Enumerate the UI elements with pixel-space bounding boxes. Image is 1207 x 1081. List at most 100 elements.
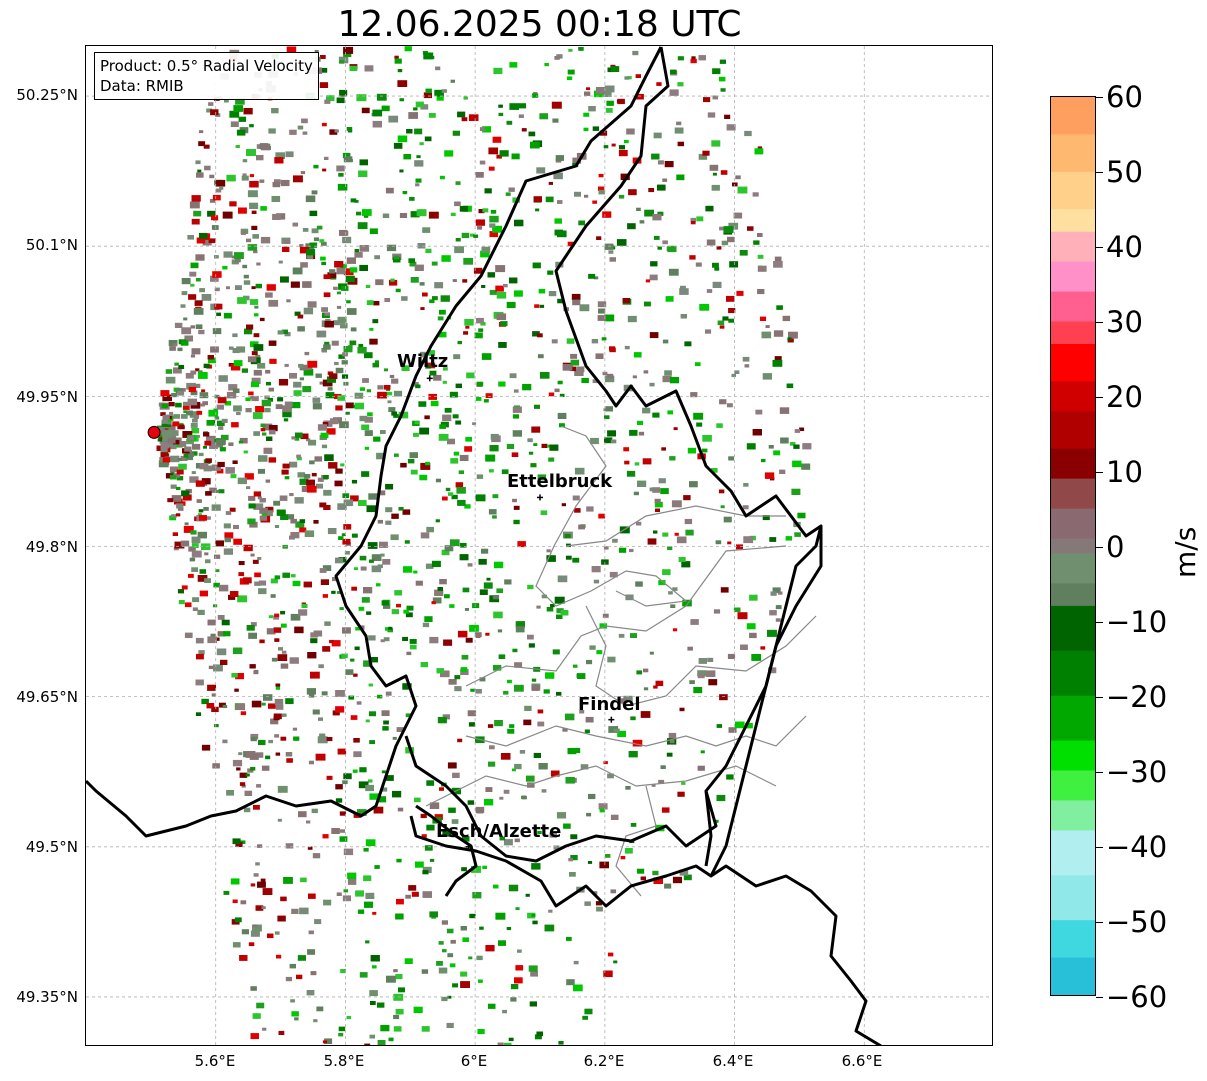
velocity-echo — [595, 901, 602, 906]
velocity-echo — [297, 472, 306, 478]
velocity-echo — [405, 612, 413, 618]
velocity-echo — [469, 913, 476, 919]
velocity-echo — [331, 640, 341, 647]
velocity-echo — [248, 632, 257, 639]
velocity-echo — [657, 211, 664, 216]
velocity-echo — [299, 364, 308, 371]
velocity-echo — [319, 82, 329, 88]
velocity-echo — [654, 501, 663, 508]
velocity-echo — [301, 118, 308, 124]
velocity-echo — [271, 657, 278, 662]
velocity-echo — [238, 561, 245, 566]
velocity-echo — [665, 296, 674, 302]
velocity-echo — [768, 445, 774, 449]
velocity-echo — [525, 775, 535, 782]
velocity-echo — [569, 366, 577, 372]
velocity-echo — [353, 751, 362, 758]
velocity-echo — [316, 225, 323, 230]
velocity-echo — [353, 673, 358, 677]
velocity-echo — [294, 1017, 299, 1021]
velocity-echo — [577, 673, 586, 679]
velocity-echo — [420, 813, 427, 819]
velocity-echo — [396, 727, 404, 732]
velocity-echo — [268, 429, 276, 435]
velocity-echo — [304, 530, 315, 537]
lat-label: 49.35°N — [16, 988, 78, 1006]
velocity-echo — [326, 376, 336, 383]
velocity-echo — [513, 290, 523, 297]
velocity-echo — [361, 471, 370, 477]
velocity-echo — [349, 340, 357, 346]
radar-map[interactable] — [85, 45, 993, 1046]
velocity-echo — [282, 246, 290, 252]
velocity-echo — [596, 650, 603, 655]
velocity-echo — [232, 759, 243, 767]
velocity-echo — [230, 363, 241, 371]
velocity-echo — [461, 654, 469, 660]
velocity-echo — [445, 487, 451, 491]
velocity-echo — [208, 102, 214, 106]
velocity-echo — [548, 457, 555, 462]
velocity-echo — [468, 956, 473, 960]
velocity-echo — [613, 728, 620, 733]
velocity-echo — [438, 331, 447, 338]
velocity-echo — [496, 154, 502, 159]
velocity-echo — [290, 574, 296, 578]
velocity-echo — [299, 246, 310, 254]
velocity-echo — [514, 662, 523, 668]
velocity-echo — [395, 913, 404, 920]
velocity-echo — [434, 282, 444, 289]
colorbar-unit-label: m/s — [1169, 526, 1202, 578]
velocity-echo — [649, 332, 659, 339]
colorbar-tick-label: 10 — [1106, 455, 1143, 489]
velocity-echo — [335, 690, 345, 697]
velocity-echo — [677, 56, 684, 61]
colorbar-tick-label: 50 — [1106, 155, 1143, 189]
velocity-echo — [489, 289, 497, 295]
velocity-echo — [265, 369, 271, 374]
velocity-echo — [667, 410, 674, 415]
velocity-echo — [199, 232, 208, 239]
velocity-echo — [452, 772, 460, 778]
velocity-echo — [309, 242, 318, 248]
velocity-echo — [303, 307, 314, 315]
velocity-echo — [331, 828, 340, 834]
velocity-echo — [404, 958, 413, 964]
velocity-echo — [765, 325, 770, 328]
velocity-echo — [605, 406, 613, 412]
velocity-echo — [554, 388, 560, 393]
velocity-echo — [534, 304, 540, 308]
velocity-echo — [565, 555, 572, 560]
velocity-echo — [332, 710, 340, 716]
velocity-echo — [191, 543, 199, 548]
velocity-echo — [174, 322, 183, 328]
velocity-echo — [307, 360, 318, 368]
velocity-echo — [365, 784, 374, 792]
velocity-echo — [387, 628, 394, 633]
velocity-echo — [592, 200, 597, 204]
velocity-echo — [532, 262, 541, 269]
velocity-echo — [630, 823, 637, 827]
velocity-echo — [156, 445, 165, 451]
velocity-echo — [566, 76, 573, 81]
velocity-echo — [531, 678, 537, 682]
velocity-echo — [361, 597, 370, 603]
velocity-echo — [475, 172, 484, 178]
velocity-echo — [433, 374, 442, 381]
velocity-echo — [532, 920, 538, 925]
velocity-echo — [206, 703, 215, 709]
city-markers — [426, 375, 615, 850]
velocity-echo — [595, 353, 604, 359]
velocity-echo — [562, 728, 568, 732]
velocity-echo — [464, 446, 473, 452]
velocity-echo — [609, 347, 616, 353]
velocity-echo — [574, 369, 584, 376]
velocity-echo — [197, 575, 208, 582]
colorbar-tick-label: −60 — [1106, 980, 1168, 1014]
colorbar-segment — [1051, 770, 1095, 801]
velocity-echo — [318, 717, 323, 721]
velocity-echo — [488, 147, 499, 155]
velocity-echo — [289, 493, 294, 497]
velocity-echo — [197, 609, 205, 615]
velocity-echo — [404, 46, 412, 52]
